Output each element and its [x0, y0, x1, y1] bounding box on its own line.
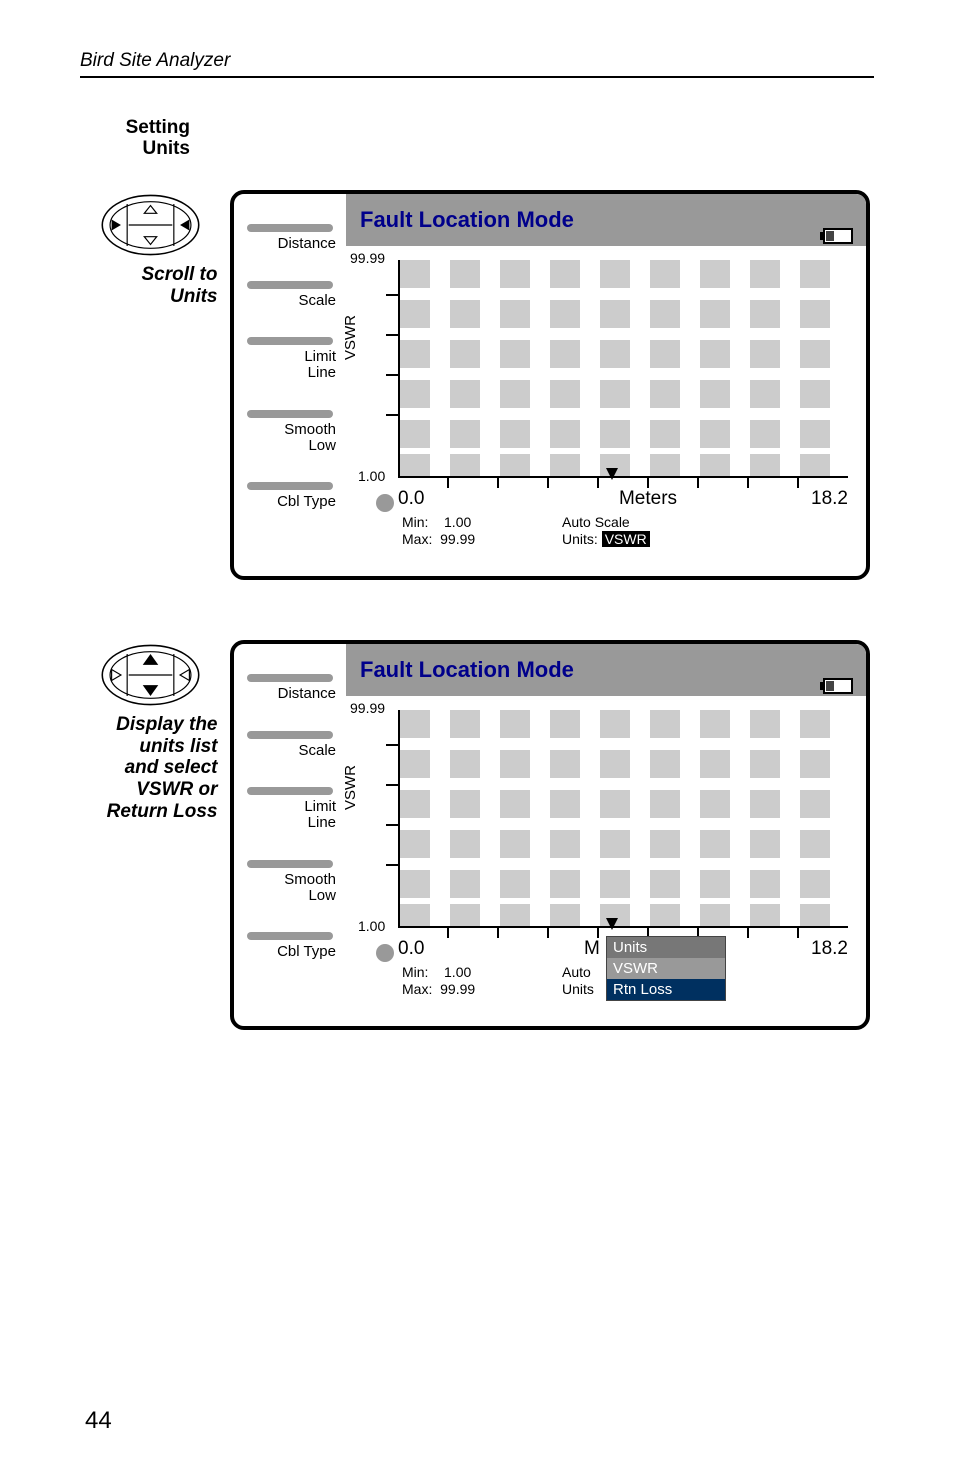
softkey-label: Limit Line: [234, 349, 336, 381]
section-title: Setting Units: [80, 118, 190, 160]
header-rule: [80, 76, 874, 78]
x-axis-row: 0.0 Meters 18.2: [398, 488, 848, 510]
y-axis-label: VSWR: [342, 315, 359, 360]
chart-area: 99.99 VSWR 1.00: [346, 250, 856, 566]
screen-title: Fault Location Mode: [346, 644, 866, 696]
step2-caption: Display theunits listand selectVSWR orRe…: [83, 714, 218, 823]
y-min-label: 1.00: [358, 468, 385, 484]
softkey-button[interactable]: [247, 482, 333, 490]
doc-header: Bird Site Analyzer: [80, 50, 874, 72]
status-dot-icon: [376, 494, 394, 512]
x-end: 18.2: [788, 938, 848, 960]
battery-icon: [820, 228, 854, 244]
info-row: Min: 1.00 Max: 99.99 Auto Scale Units: V…: [402, 514, 722, 548]
battery-icon: [820, 678, 854, 694]
dropdown-title: Units: [607, 937, 725, 958]
page-number: 44: [85, 1407, 112, 1435]
chart-area: 99.99 VSWR 1.00: [346, 700, 856, 1016]
marker-icon: [606, 918, 618, 930]
softkey-label: Cbl Type: [234, 944, 336, 960]
softkey-button[interactable]: [247, 787, 333, 795]
step2-left: Display theunits listand selectVSWR orRe…: [80, 640, 220, 823]
step-row-2: Display theunits listand selectVSWR orRe…: [80, 640, 874, 1030]
plot: [398, 710, 848, 928]
softkey-button[interactable]: [247, 281, 333, 289]
softkey-button[interactable]: [247, 337, 333, 345]
y-axis-label: VSWR: [342, 765, 359, 810]
plot: [398, 260, 848, 478]
softkey-button[interactable]: [247, 731, 333, 739]
softkey-label: Distance: [234, 236, 336, 252]
softkey-bar: Distance Scale Limit Line Smooth Low Cbl…: [234, 644, 346, 1026]
dpad-icon: [93, 190, 208, 260]
status-dot-icon: [376, 944, 394, 962]
step1-caption: Scroll toUnits: [83, 264, 218, 308]
dpad-icon: [93, 640, 208, 710]
screen-2: Distance Scale Limit Line Smooth Low Cbl…: [230, 640, 870, 1030]
softkey-label: Cbl Type: [234, 494, 336, 510]
softkey-button[interactable]: [247, 410, 333, 418]
units-highlight: VSWR: [602, 531, 650, 547]
softkey-label: Distance: [234, 686, 336, 702]
softkey-button[interactable]: [247, 860, 333, 868]
x-start: 0.0: [398, 938, 508, 960]
softkey-label: Scale: [234, 743, 336, 759]
softkey-label: Scale: [234, 293, 336, 309]
marker-icon: [606, 468, 618, 480]
softkey-label: Smooth Low: [234, 422, 336, 454]
screen-title: Fault Location Mode: [346, 194, 866, 246]
step1-left: Scroll toUnits: [80, 190, 220, 308]
softkey-label: Limit Line: [234, 799, 336, 831]
y-max-label: 99.99: [350, 250, 385, 266]
y-min-label: 1.00: [358, 918, 385, 934]
units-dropdown[interactable]: Units VSWR Rtn Loss: [606, 936, 726, 1001]
dropdown-option[interactable]: VSWR: [607, 958, 725, 979]
softkey-label: Smooth Low: [234, 872, 336, 904]
y-max-label: 99.99: [350, 700, 385, 716]
softkey-button[interactable]: [247, 674, 333, 682]
x-unit: Meters: [508, 488, 788, 510]
softkey-button[interactable]: [247, 224, 333, 232]
dropdown-option-selected[interactable]: Rtn Loss: [607, 979, 725, 1000]
step-row-1: Scroll toUnits Distance Scale Limit Line…: [80, 190, 874, 580]
screen-1: Distance Scale Limit Line Smooth Low Cbl…: [230, 190, 870, 580]
softkey-button[interactable]: [247, 932, 333, 940]
softkey-bar: Distance Scale Limit Line Smooth Low Cbl…: [234, 194, 346, 576]
x-start: 0.0: [398, 488, 508, 510]
x-end: 18.2: [788, 488, 848, 510]
